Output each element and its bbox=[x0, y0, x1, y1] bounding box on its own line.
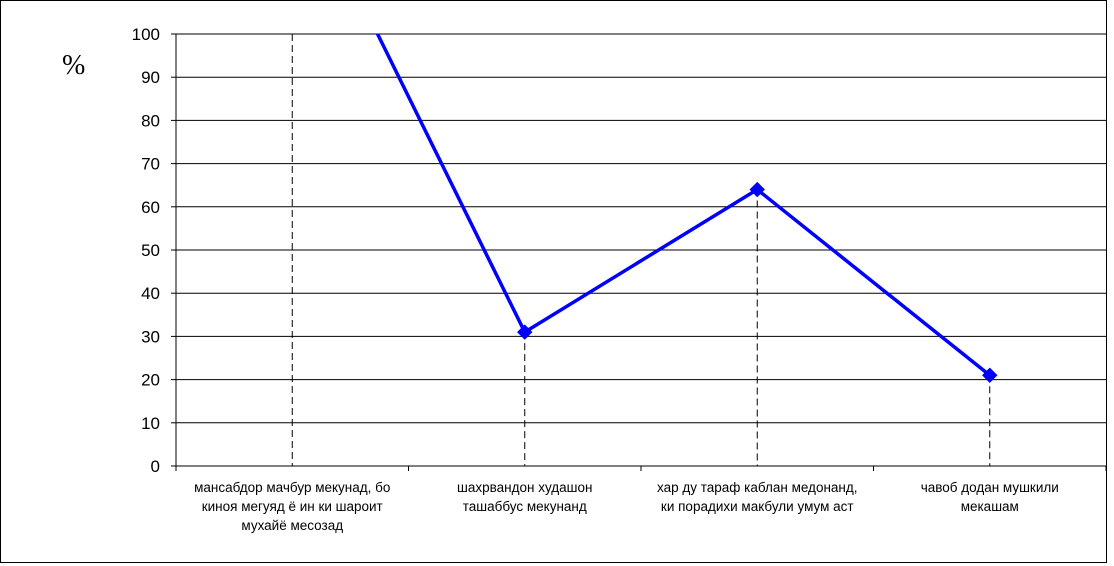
data-point-3 bbox=[982, 367, 998, 383]
y-tick-label-100: 100 bbox=[132, 25, 160, 44]
grid-layer bbox=[176, 33, 1106, 424]
y-tick-label-40: 40 bbox=[141, 284, 160, 303]
y-tick-label-60: 60 bbox=[141, 198, 160, 217]
y-tick-label-90: 90 bbox=[141, 68, 160, 87]
y-tick-label-0: 0 bbox=[151, 457, 160, 476]
axis-layer bbox=[171, 33, 1107, 471]
x-category-label-0: мансабдор мачбур мекунад, бо киноя мегуя… bbox=[194, 480, 391, 533]
series-line-0 bbox=[375, 34, 991, 377]
x-category-label-1: шахрвандон худашон ташаббус мекунанд bbox=[457, 480, 593, 514]
data-point-2 bbox=[749, 181, 765, 198]
y-tick-label-50: 50 bbox=[141, 241, 160, 260]
x-category-label-3: чавоб додан мушкили мекашам bbox=[920, 480, 1059, 514]
y-tick-label-20: 20 bbox=[141, 371, 160, 390]
y-tick-label-10: 10 bbox=[141, 414, 160, 433]
y-tick-label-80: 80 bbox=[141, 111, 160, 130]
x-category-label-2: хар ду тараф каблан медонанд, ки порадих… bbox=[656, 480, 858, 514]
tick-label-layer: 0 10 20 30 40 50 60 70 80 90 100 bbox=[132, 25, 160, 476]
data-point-1 bbox=[517, 324, 533, 340]
series-layer bbox=[375, 34, 998, 383]
y-axis-unit-label: % bbox=[62, 50, 86, 81]
dropline-layer bbox=[291, 34, 991, 466]
y-tick-label-30: 30 bbox=[141, 327, 160, 346]
y-tick-label-70: 70 bbox=[141, 155, 160, 174]
